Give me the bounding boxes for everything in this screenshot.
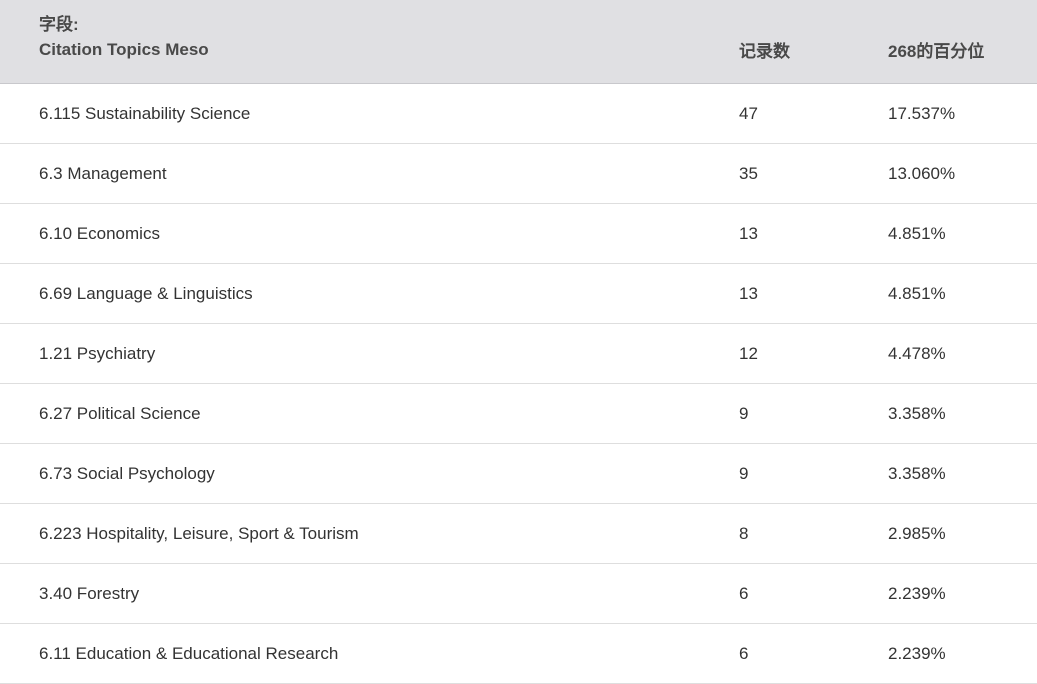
field-name: Citation Topics Meso — [39, 40, 209, 59]
record-count[interactable]: 9 — [739, 464, 749, 483]
record-count[interactable]: 35 — [739, 164, 758, 183]
record-count[interactable]: 12 — [739, 344, 758, 363]
percent-value: 4.478% — [888, 344, 946, 363]
table-row: 3.40 Forestry 6 2.239% — [0, 564, 1037, 624]
percent-value: 17.537% — [888, 104, 956, 123]
percent-value: 4.851% — [888, 224, 946, 243]
percent-value: 3.358% — [888, 464, 946, 483]
topic-name: 6.69 Language & Linguistics — [39, 284, 253, 303]
record-count[interactable]: 13 — [739, 284, 758, 303]
record-count[interactable]: 13 — [739, 224, 758, 243]
topic-name: 6.10 Economics — [39, 224, 160, 243]
record-count[interactable]: 47 — [739, 104, 758, 123]
table-row: 6.115 Sustainability Science 47 17.537% — [0, 84, 1037, 144]
percent-value: 13.060% — [888, 164, 956, 183]
topic-name: 6.223 Hospitality, Leisure, Sport & Tour… — [39, 524, 359, 543]
record-count[interactable]: 6 — [739, 584, 749, 603]
table-body: 6.115 Sustainability Science 47 17.537% 6.3… — [0, 84, 1037, 684]
table-header: 字段: Citation Topics Meso 记录数 268的百分位 — [0, 0, 1037, 84]
table-row: 6.11 Education & Educational Research 6 2.… — [0, 624, 1037, 684]
table-row: 6.69 Language & Linguistics 13 4.851% — [0, 264, 1037, 324]
topic-name: 6.73 Social Psychology — [39, 464, 215, 483]
table-row: 6.3 Management 35 13.060% — [0, 144, 1037, 204]
topic-name: 6.115 Sustainability Science — [39, 104, 251, 123]
record-count[interactable]: 6 — [739, 644, 749, 663]
table-row: 6.223 Hospitality, Leisure, Sport & Tour… — [0, 504, 1037, 564]
record-count[interactable]: 8 — [739, 524, 749, 543]
count-column-header[interactable]: 记录数 — [739, 42, 790, 61]
field-column-header[interactable]: 字段: Citation Topics Meso — [39, 12, 209, 62]
topic-name: 6.27 Political Science — [39, 404, 201, 423]
topic-name: 1.21 Psychiatry — [39, 344, 156, 363]
field-label: 字段: — [39, 15, 79, 34]
percent-value: 3.358% — [888, 404, 946, 423]
topic-name: 6.11 Education & Educational Research — [39, 644, 339, 663]
percent-value: 2.985% — [888, 524, 946, 543]
percent-value: 4.851% — [888, 284, 946, 303]
percent-column-header[interactable]: 268的百分位 — [888, 42, 985, 61]
table-row: 6.10 Economics 13 4.851% — [0, 204, 1037, 264]
topic-name: 3.40 Forestry — [39, 584, 140, 603]
table-row: 1.21 Psychiatry 12 4.478% — [0, 324, 1037, 384]
table-row: 6.73 Social Psychology 9 3.358% — [0, 444, 1037, 504]
table-row: 6.27 Political Science 9 3.358% — [0, 384, 1037, 444]
percent-value: 2.239% — [888, 584, 946, 603]
record-count[interactable]: 9 — [739, 404, 749, 423]
topic-name: 6.3 Management — [39, 164, 167, 183]
percent-value: 2.239% — [888, 644, 946, 663]
